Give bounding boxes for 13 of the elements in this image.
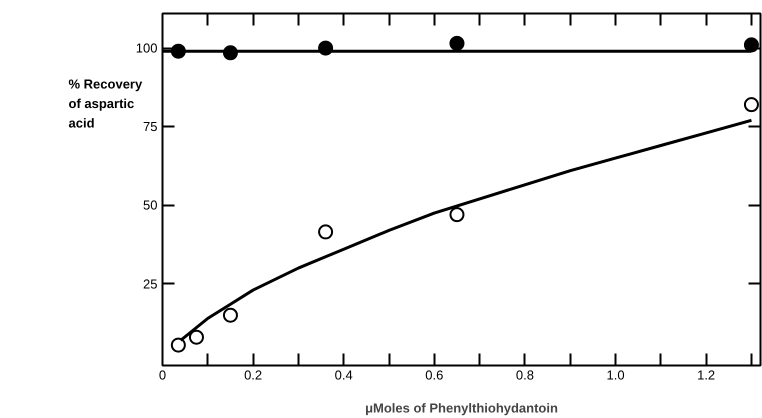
x-tick-label: 0.8 [516,368,534,382]
x-tick-label: 1.0 [606,368,625,382]
x-tick-label: 1.2 [697,368,716,382]
y-tick-label: 100 [136,40,158,56]
y-tick-label: 50 [143,198,158,213]
x-tick-label: 0.6 [425,368,444,382]
y-tick-label: 75 [143,119,158,134]
x-tick-label: 0.2 [244,368,262,382]
y-axis-title: % Recovery of aspartic acid [68,76,143,130]
x-tick-label: 0.4 [334,368,353,382]
x-axis-title: μMoles of Phenylthiohydantoin [365,400,558,416]
y-tick-label: 25 [143,276,158,292]
x-tick-label: 0 [158,368,166,382]
